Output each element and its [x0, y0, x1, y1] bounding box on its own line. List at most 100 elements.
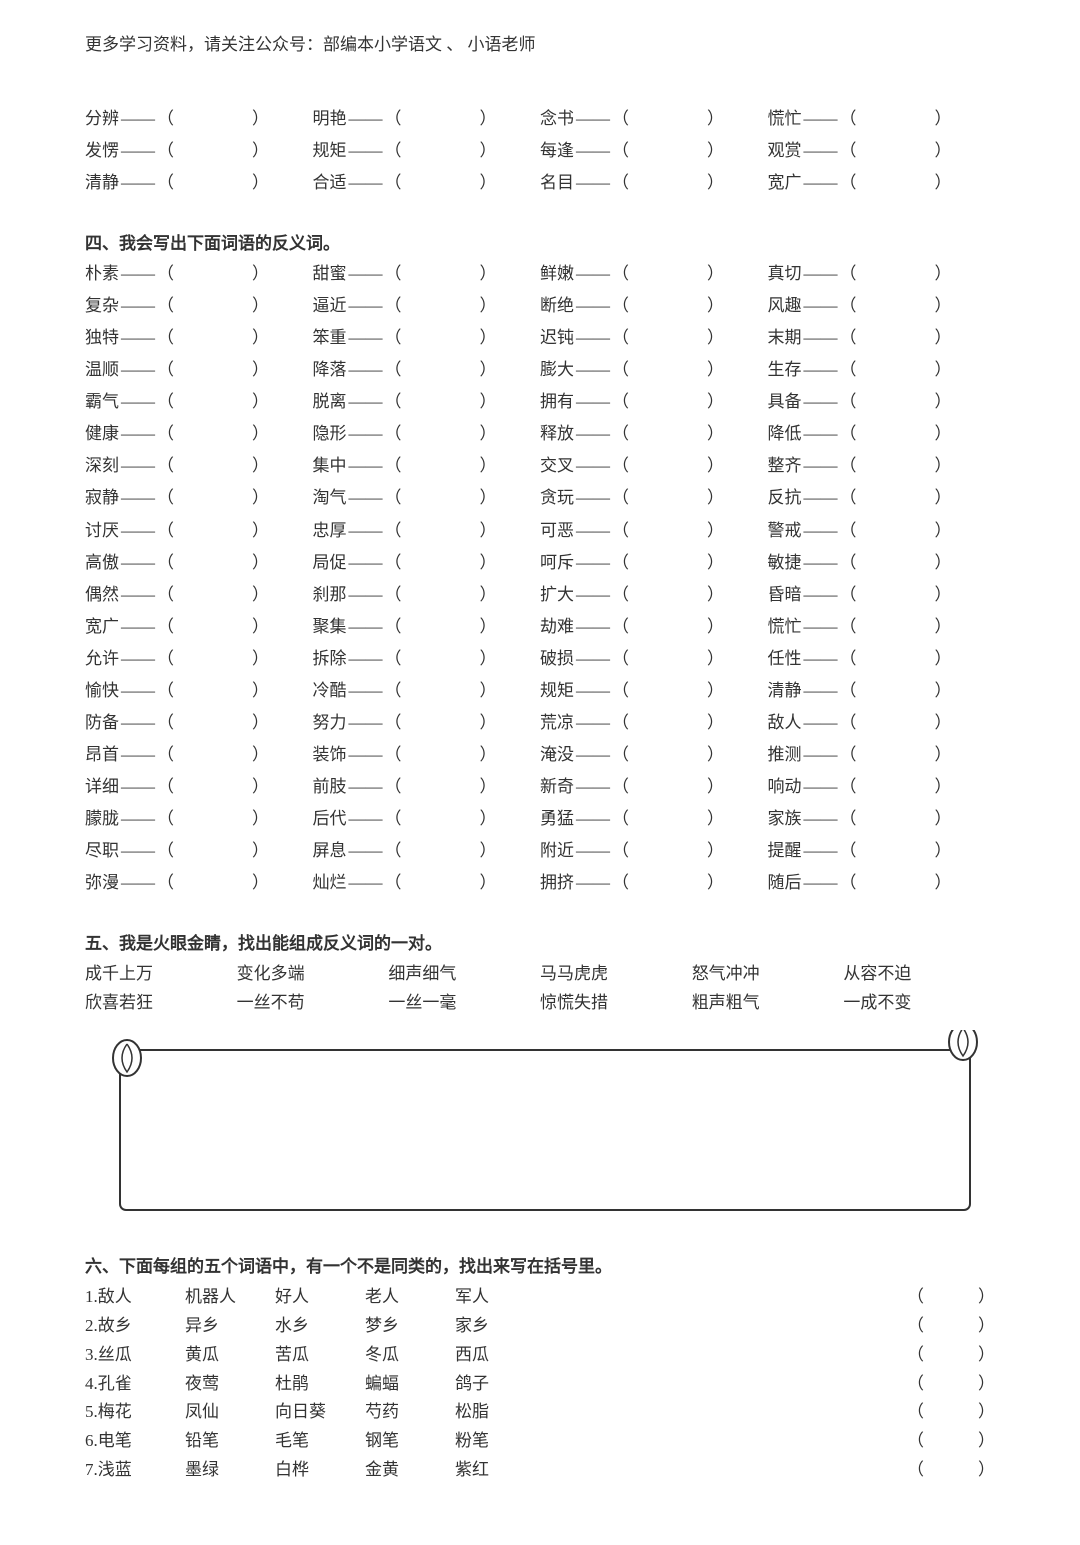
section6-title: 六、下面每组的五个词语中，有一个不是同类的，找出来写在括号里。 — [85, 1252, 995, 1277]
word-blank-item: 迟钝——（） — [540, 324, 768, 352]
word-blank-item: 拥有——（） — [540, 388, 768, 416]
word: 鲜嫩 — [540, 260, 574, 288]
category-word: 家乡 — [455, 1312, 545, 1341]
paren: （） — [612, 137, 724, 165]
word-blank-item: 宽广——（） — [768, 169, 996, 197]
paren: （） — [840, 517, 952, 545]
paren: （） — [157, 356, 269, 384]
idiom: 从容不迫 — [843, 960, 995, 989]
paren: （） — [157, 773, 269, 801]
dash: —— — [349, 452, 383, 480]
paren: （） — [385, 709, 497, 737]
word: 拥有 — [540, 388, 574, 416]
idiom: 变化多端 — [237, 960, 389, 989]
paren: （） — [385, 837, 497, 865]
category-word: 梦乡 — [365, 1312, 455, 1341]
paren: （） — [385, 741, 497, 769]
dash: —— — [576, 741, 610, 769]
word-blank-item: 整齐——（） — [768, 452, 996, 480]
word: 敌人 — [768, 709, 802, 737]
dash: —— — [349, 805, 383, 833]
word-blank-item: 推测——（） — [768, 741, 996, 769]
paren: （） — [612, 837, 724, 865]
paren: （） — [840, 105, 952, 133]
word-blank-item: 破损——（） — [540, 645, 768, 673]
idiom: 成千上万 — [85, 960, 237, 989]
word: 念书 — [540, 105, 574, 133]
word: 努力 — [313, 709, 347, 737]
dash: —— — [804, 260, 838, 288]
paren: （） — [157, 581, 269, 609]
word: 观赏 — [768, 137, 802, 165]
idiom: 欣喜若狂 — [85, 989, 237, 1018]
idiom: 怒气冲冲 — [692, 960, 844, 989]
word: 装饰 — [313, 741, 347, 769]
word: 后代 — [313, 805, 347, 833]
paren: （） — [157, 137, 269, 165]
dash: —— — [349, 292, 383, 320]
paren: （） — [385, 517, 497, 545]
word: 新奇 — [540, 773, 574, 801]
word-blank-item: 聚集——（） — [313, 613, 541, 641]
word: 降低 — [768, 420, 802, 448]
word: 朴素 — [85, 260, 119, 288]
word: 提醒 — [768, 837, 802, 865]
category-word: 1.敌人 — [85, 1283, 185, 1312]
dash: —— — [804, 677, 838, 705]
word: 复杂 — [85, 292, 119, 320]
word-blank-item: 任性——（） — [768, 645, 996, 673]
idiom: 一成不变 — [843, 989, 995, 1018]
dash: —— — [804, 645, 838, 673]
word: 分辨 — [85, 105, 119, 133]
word-blank-item: 详细——（） — [85, 773, 313, 801]
paren: （） — [385, 613, 497, 641]
word: 断绝 — [540, 292, 574, 320]
word: 合适 — [313, 169, 347, 197]
dash: —— — [804, 420, 838, 448]
dash: —— — [576, 137, 610, 165]
paren: （） — [385, 137, 497, 165]
dash: —— — [804, 105, 838, 133]
category-word: 军人 — [455, 1283, 545, 1312]
category-word: 铅笔 — [185, 1427, 275, 1456]
dash: —— — [349, 645, 383, 673]
paren: （） — [157, 741, 269, 769]
paren: （） — [612, 869, 724, 897]
word: 宽广 — [768, 169, 802, 197]
paren: （） — [157, 709, 269, 737]
word-blank-item: 淹没——（） — [540, 741, 768, 769]
paren: （） — [840, 677, 952, 705]
dash: —— — [121, 356, 155, 384]
word: 逼近 — [313, 292, 347, 320]
answer-paren: （） — [907, 1427, 995, 1456]
word-blank-item: 允许——（） — [85, 645, 313, 673]
dash: —— — [804, 549, 838, 577]
word: 拆除 — [313, 645, 347, 673]
word: 规矩 — [313, 137, 347, 165]
word: 响动 — [768, 773, 802, 801]
dash: —— — [121, 324, 155, 352]
dash: —— — [349, 517, 383, 545]
word: 淘气 — [313, 484, 347, 512]
dash: —— — [121, 805, 155, 833]
word-blank-item: 淘气——（） — [313, 484, 541, 512]
dash: —— — [804, 709, 838, 737]
dash: —— — [349, 260, 383, 288]
paren: （） — [385, 869, 497, 897]
word-blank-item: 宽广——（） — [85, 613, 313, 641]
word: 末期 — [768, 324, 802, 352]
answer-paren: （） — [907, 1370, 995, 1399]
word: 朦胧 — [85, 805, 119, 833]
word: 具备 — [768, 388, 802, 416]
word-blank-item: 风趣——（） — [768, 292, 996, 320]
dash: —— — [349, 613, 383, 641]
dash: —— — [804, 805, 838, 833]
dash: —— — [576, 324, 610, 352]
paren: （） — [385, 292, 497, 320]
word: 隐形 — [313, 420, 347, 448]
word-blank-item: 鲜嫩——（） — [540, 260, 768, 288]
word: 膨大 — [540, 356, 574, 384]
word: 降落 — [313, 356, 347, 384]
word-blank-item: 明艳——（） — [313, 105, 541, 133]
paren: （） — [840, 869, 952, 897]
